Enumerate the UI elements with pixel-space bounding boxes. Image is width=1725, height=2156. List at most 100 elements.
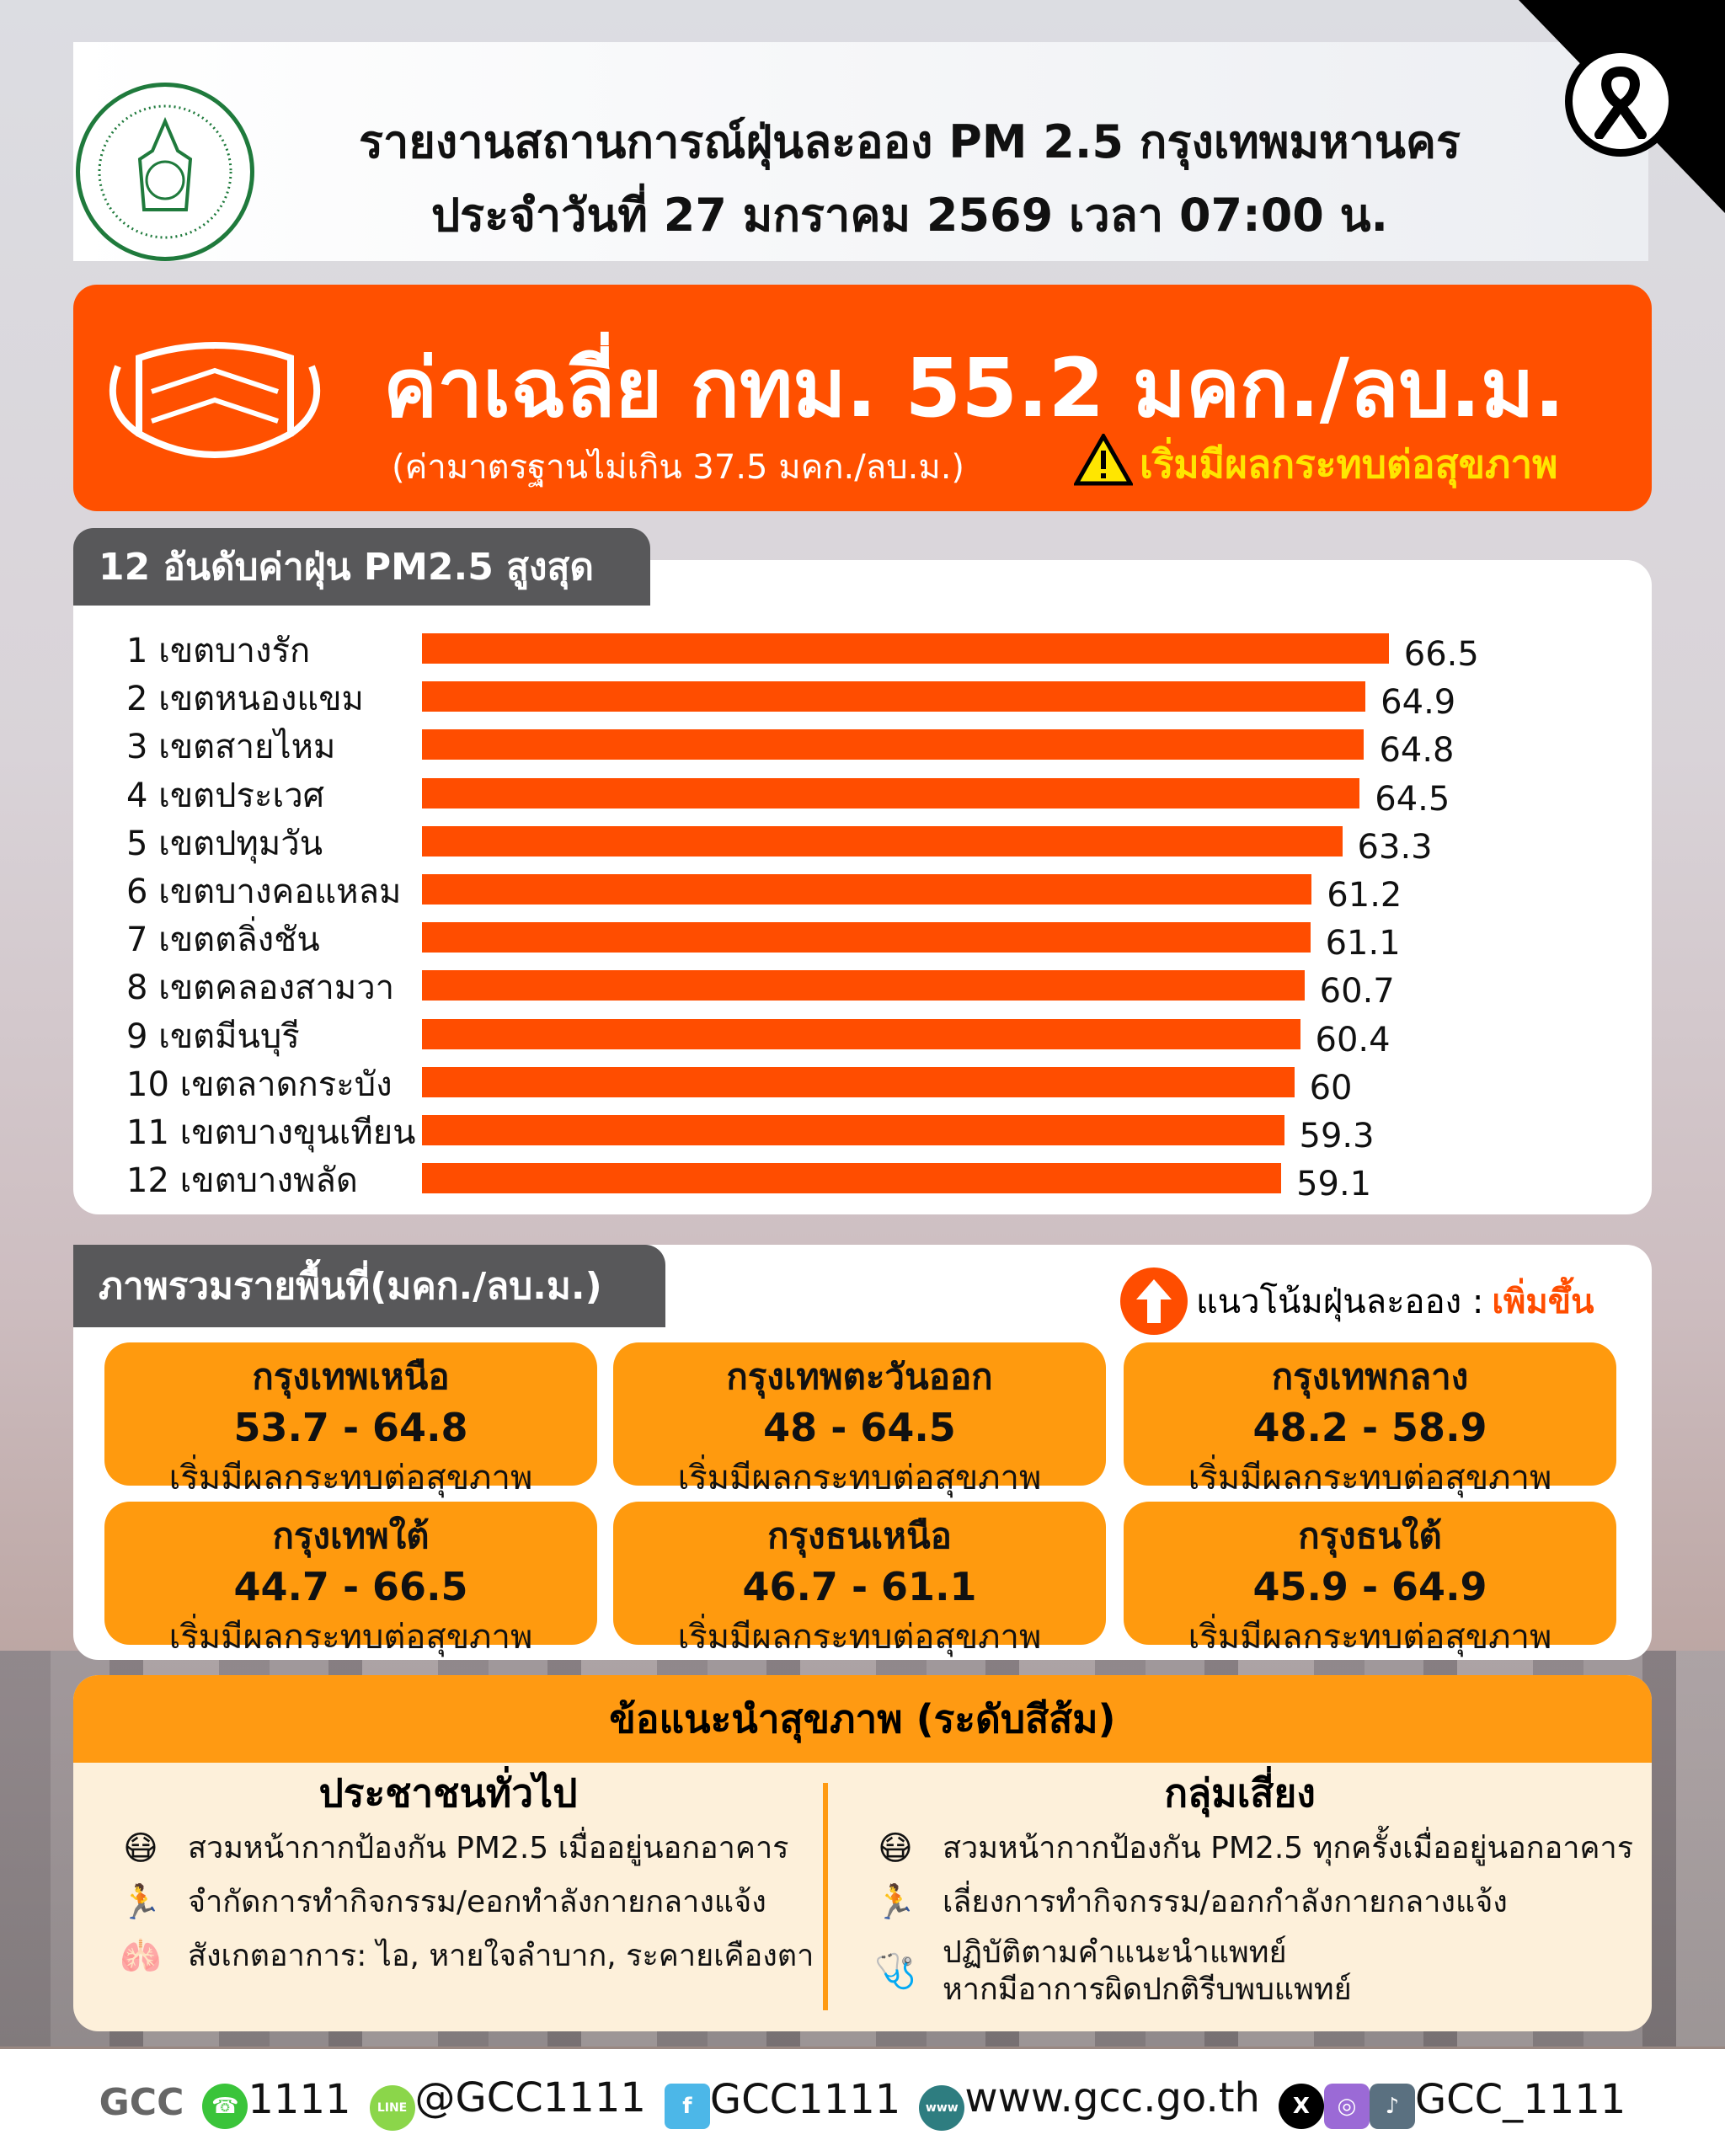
bar (422, 1163, 1282, 1194)
value-label: 63.3 (1357, 827, 1433, 867)
x-icon: X (1278, 2084, 1324, 2129)
bar-row: 11 เขตบางขุนเทียน 59.3 (126, 1105, 1609, 1155)
region-range: 48 - 64.5 (763, 1405, 956, 1450)
district-label: 10 เขตลาดกระบัง (126, 1065, 393, 1104)
bar (422, 825, 1343, 857)
value-label: 64.9 (1381, 683, 1456, 723)
regions-title: ภาพรวมรายพื้นที่(มคก./ลบ.ม.) (73, 1245, 665, 1327)
tip-text: เลี่ยงการทำกิจกรรม/ออกกำลังกายกลางแจ้ง (943, 1885, 1508, 1919)
region-name: กรุงเทพกลาง (1271, 1356, 1469, 1397)
bar (422, 1018, 1300, 1049)
tip-text: จำกัดการทำกิจกรรม/eอกทำลังกายกลางแจ้ง (188, 1885, 766, 1919)
region-name: กรุงเทพเหนือ (252, 1356, 450, 1397)
health-status: เริ่มมีผลกระทบต่อสุขภาพ (1072, 431, 1558, 495)
no-running-icon: 🏃 (120, 1883, 162, 1922)
region-range: 44.7 - 66.5 (233, 1564, 468, 1609)
title-line-1: รายงานสถานการณ์ฝุ่นละออง PM 2.5 กรุงเทพม… (358, 115, 1461, 168)
region-name: กรุงธนเหนือ (767, 1515, 952, 1556)
bar-row: 5 เขตปทุมวัน 63.3 (126, 816, 1609, 867)
region-name: กรุงเทพใต้ (272, 1515, 430, 1556)
value-label: 66.5 (1403, 635, 1479, 674)
region-card: กรุงเทพใต้ 44.7 - 66.5 เริ่มมีผลกระทบต่อ… (104, 1502, 597, 1657)
face-mask-icon: 😷 (123, 1829, 158, 1868)
region-card: กรุงเทพเหนือ 53.7 - 64.8 เริ่มมีผลกระทบต… (104, 1342, 597, 1497)
region-status: เริ่มมีผลกระทบต่อสุขภาพ (1188, 1459, 1552, 1497)
region-card: กรุงเทพตะวันออก 48 - 64.5 เริ่มมีผลกระทบ… (613, 1342, 1106, 1497)
globe-icon: www (919, 2085, 965, 2131)
tip-text: หากมีอาการผิดปกติรีบพบแพทย์ (943, 1972, 1352, 2007)
bar-row: 6 เขตบางคอแหลม 61.2 (126, 864, 1609, 915)
district-label: 12 เขตบางพลัด (126, 1161, 358, 1201)
district-label: 9 เขตมีนบุรี (126, 1017, 300, 1056)
tiktok-icon: ♪ (1369, 2084, 1415, 2129)
phone-icon: ☎ (202, 2084, 248, 2129)
line-link[interactable]: @GCC1111 (414, 2074, 646, 2121)
region-range: 45.9 - 64.9 (1252, 1564, 1487, 1609)
region-range: 48.2 - 58.9 (1252, 1405, 1487, 1450)
general-title: ประชาชนทั่วไป (318, 1770, 578, 1816)
bar (422, 970, 1305, 1001)
tip-item: 🩺 ปฏิบัติตามคำแนะนำแพทย์ หากมีอาการผิดปกติ… (870, 1935, 1652, 2009)
website-link[interactable]: www.gcc.go.th (964, 2074, 1260, 2121)
bar-row: 9 เขตมีนบุรี 60.4 (126, 1009, 1609, 1059)
tip-item: 😷 สวมหน้ากากป้องกัน PM2.5 ทุกครั้งเมื่ออย… (870, 1827, 1652, 1870)
bar (422, 633, 1389, 664)
standard-note: (ค่ามาตรฐานไม่เกิน 37.5 มคก./ลบ.ม.) (392, 448, 965, 487)
bar-row: 3 เขตสายไหม 64.8 (126, 719, 1609, 771)
region-status: เริ่มมีผลกระทบต่อสุขภาพ (677, 1459, 1042, 1497)
region-name: กรุงเทพตะวันออก (726, 1356, 993, 1397)
district-label: 1 เขตบางรัก (126, 632, 311, 670)
bar (422, 1115, 1284, 1145)
tip-text: สังเกตอาการ: ไอ, หายใจลำบาก, ระคายเคืองต… (188, 1939, 814, 1973)
district-label: 3 เขตสายไหม (126, 728, 336, 767)
tip-text: ปฏิบัติตามคำแนะนำแพทย์ (943, 1935, 1287, 1970)
region-status: เริ่มมีผลกระทบต่อสุขภาพ (168, 1459, 533, 1497)
trend-value: เพิ่มขึ้น (1492, 1283, 1594, 1321)
footer: GCC ☎ 1111 LINE @GCC1111 f GCC1111 www www.g… (0, 2049, 1725, 2156)
phone-link[interactable]: 1111 (248, 2076, 351, 2123)
bar (422, 1066, 1295, 1097)
bar-row: 4 เขตประเวศ 64.5 (126, 768, 1609, 819)
bar (422, 777, 1360, 808)
risk-group-column: กลุ่มเสี่ยง 😷 สวมหน้ากากป้องกัน PM2.5 ทุก… (828, 1763, 1652, 2010)
arrow-up-icon (1120, 1267, 1188, 1335)
bar-row: 2 เขตหนองแขม 64.9 (126, 671, 1609, 723)
region-status: เริ่มมีผลกระทบต่อสุขภาพ (168, 1618, 533, 1657)
district-label: 4 เขตประเวศ (126, 776, 325, 815)
tip-text: สวมหน้ากากป้องกัน PM2.5 ทุกครั้งเมื่ออยู… (943, 1831, 1634, 1865)
no-running-icon: 🏃 (874, 1883, 916, 1922)
bar (422, 874, 1312, 905)
bar-row: 10 เขตลาดกระบัง 60 (126, 1057, 1609, 1107)
doctor-icon: 🩺 (874, 1952, 916, 1991)
value-label: 61.2 (1327, 876, 1402, 915)
region-status: เริ่มมีผลกระทบต่อสุขภาพ (1188, 1618, 1552, 1657)
facebook-icon: f (664, 2084, 710, 2129)
bar (422, 729, 1365, 760)
warning-icon (1072, 431, 1135, 495)
social-link[interactable]: GCC_1111 (1414, 2076, 1626, 2123)
bar-row: 1 เขตบางรัก 66.5 (126, 623, 1609, 674)
value-label: 61.1 (1325, 924, 1401, 963)
trend-indicator: แนวโน้มฝุ่นละออง : เพิ่มขึ้น (1120, 1267, 1594, 1335)
value-label: 64.8 (1379, 731, 1455, 771)
value-label: 59.3 (1299, 1117, 1375, 1155)
district-label: 6 เขตบางคอแหลม (126, 873, 402, 911)
bma-logo (76, 83, 254, 261)
facebook-link[interactable]: GCC1111 (709, 2076, 901, 2123)
region-card: กรุงธนเหนือ 46.7 - 61.1 เริ่มมีผลกระทบต่… (613, 1502, 1106, 1657)
face-mask-icon: 😷 (878, 1829, 913, 1868)
health-status-text: เริ่มมีผลกระทบต่อสุขภาพ (1140, 441, 1558, 487)
health-advice: ข้อแนะนำสุขภาพ (ระดับสีส้ม) ประชาชนทั่วไ… (73, 1675, 1652, 2031)
district-label: 5 เขตปทุมวัน (126, 824, 323, 863)
tip-item: 🫁 สังเกตอาการ: ไอ, หายใจลำบาก, ระคายเคือง… (115, 1935, 823, 1978)
bar-row: 8 เขตคลองสามวา 60.7 (126, 960, 1609, 1011)
trend-label: แนวโน้มฝุ่นละออง : (1196, 1283, 1484, 1321)
district-label: 2 เขตหนองแขม (126, 680, 364, 719)
face-mask-icon (101, 341, 328, 471)
region-card: กรุงเทพกลาง 48.2 - 58.9 เริ่มมีผลกระทบต่… (1124, 1342, 1616, 1497)
value-label: 60.7 (1319, 972, 1395, 1011)
header-strip (73, 42, 1648, 261)
title-line-2: ประจำวันที่ 27 มกราคม 2569 เวลา 07:00 น. (430, 189, 1389, 242)
bar (422, 681, 1366, 712)
district-label: 8 เขตคลองสามวา (126, 969, 395, 1008)
